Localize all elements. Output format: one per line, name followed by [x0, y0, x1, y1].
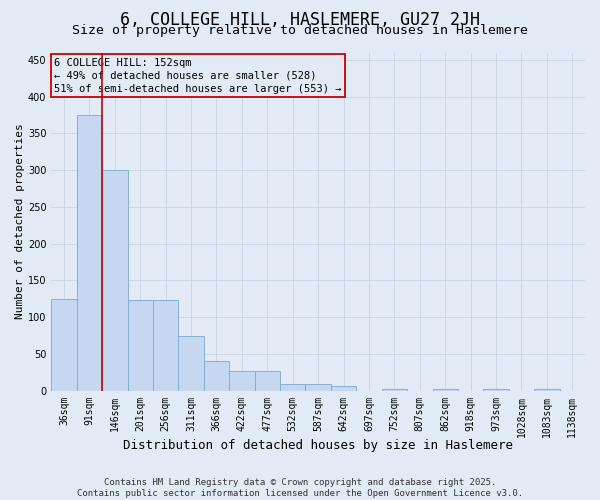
Bar: [77, 115, 102, 390]
Bar: [204, 362, 229, 390]
Bar: [128, 300, 153, 390]
Text: 6 COLLEGE HILL: 152sqm
← 49% of detached houses are smaller (528)
51% of semi-de: 6 COLLEGE HILL: 152sqm ← 49% of detached…: [54, 58, 341, 94]
Text: Size of property relative to detached houses in Haslemere: Size of property relative to detached ho…: [72, 24, 528, 37]
Bar: [178, 336, 204, 390]
Bar: [331, 386, 356, 390]
X-axis label: Distribution of detached houses by size in Haslemere: Distribution of detached houses by size …: [123, 440, 513, 452]
Bar: [51, 299, 77, 390]
Bar: [280, 384, 305, 390]
Bar: [254, 371, 280, 390]
Text: Contains HM Land Registry data © Crown copyright and database right 2025.
Contai: Contains HM Land Registry data © Crown c…: [77, 478, 523, 498]
Y-axis label: Number of detached properties: Number of detached properties: [15, 124, 25, 320]
Text: 6, COLLEGE HILL, HASLEMERE, GU27 2JH: 6, COLLEGE HILL, HASLEMERE, GU27 2JH: [120, 11, 480, 29]
Bar: [153, 300, 178, 390]
Bar: [229, 371, 254, 390]
Bar: [102, 170, 128, 390]
Bar: [305, 384, 331, 390]
Bar: [382, 388, 407, 390]
